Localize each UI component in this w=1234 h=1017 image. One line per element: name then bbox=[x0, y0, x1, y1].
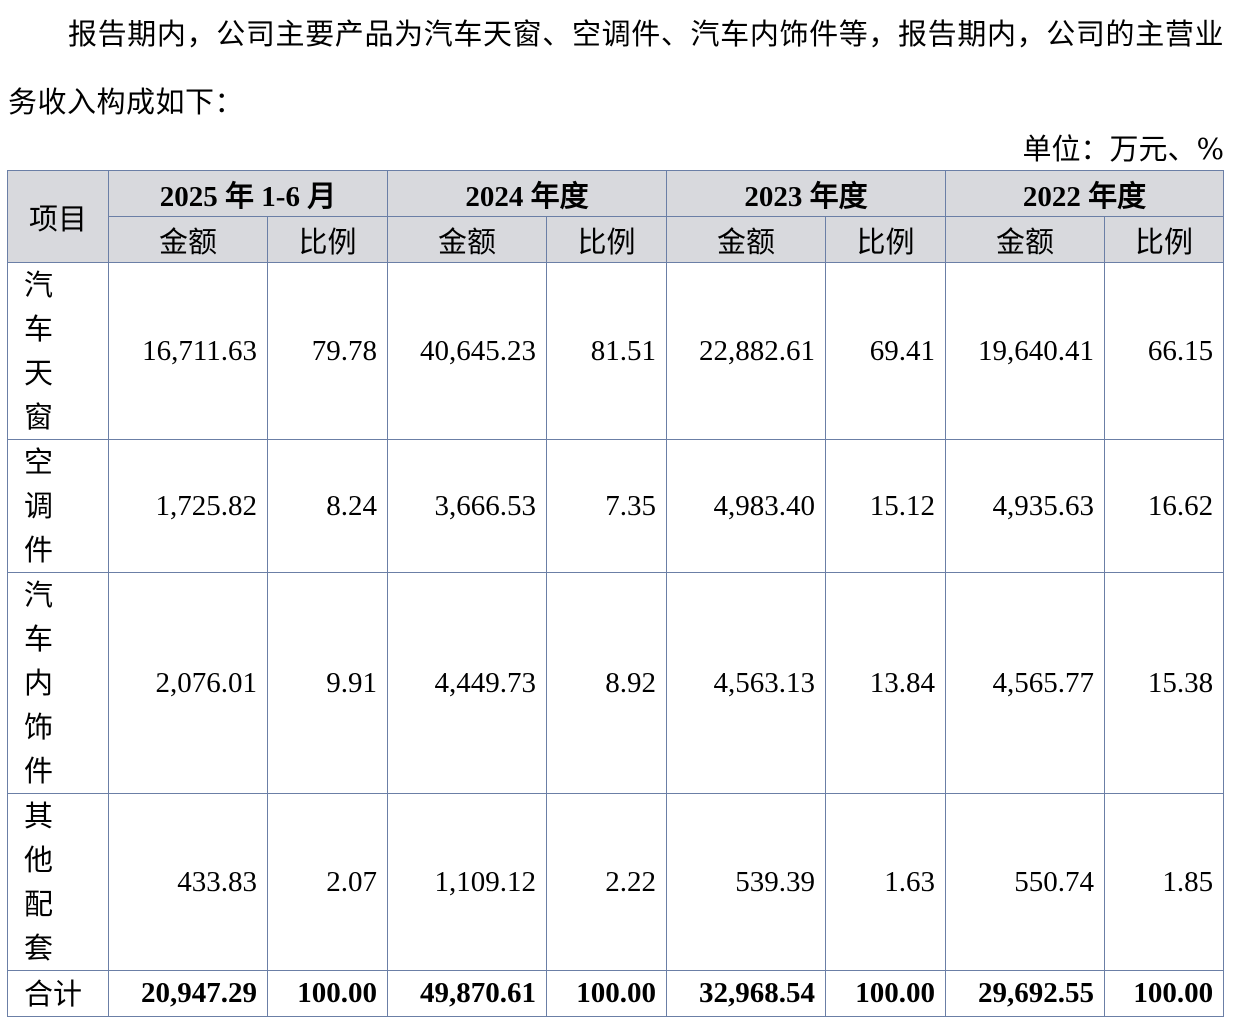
amount-cell: 4,563.13 bbox=[666, 572, 827, 794]
revenue-table: 项目 2025 年 1-6 月 2024 年度 2023 年度 2022 年度 … bbox=[7, 170, 1225, 1017]
amount-cell: 4,983.40 bbox=[666, 439, 827, 573]
ratio-header: 比例 bbox=[825, 216, 947, 263]
ratio-cell: 15.38 bbox=[1104, 572, 1225, 794]
amount-cell: 19,640.41 bbox=[945, 262, 1106, 440]
table-row: 汽车天窗 16,711.63 79.78 40,645.23 81.51 22,… bbox=[7, 262, 1225, 440]
total-ratio-cell: 100.00 bbox=[1104, 970, 1225, 1017]
total-ratio-cell: 100.00 bbox=[266, 970, 389, 1017]
amount-cell: 1,109.12 bbox=[387, 793, 548, 971]
amount-header: 金额 bbox=[945, 216, 1106, 263]
ratio-cell: 1.85 bbox=[1104, 793, 1225, 971]
amount-cell: 4,935.63 bbox=[945, 439, 1106, 573]
table-row: 其他配套 433.83 2.07 1,109.12 2.22 539.39 1.… bbox=[7, 793, 1225, 971]
row-label: 其他配套 bbox=[7, 793, 109, 971]
ratio-cell: 16.62 bbox=[1104, 439, 1225, 573]
ratio-cell: 69.41 bbox=[825, 262, 947, 440]
amount-cell: 2,076.01 bbox=[108, 572, 268, 794]
ratio-cell: 81.51 bbox=[546, 262, 668, 440]
total-amount-cell: 29,692.55 bbox=[945, 970, 1106, 1017]
ratio-header: 比例 bbox=[266, 216, 389, 263]
amount-header: 金额 bbox=[387, 216, 548, 263]
total-ratio-cell: 100.00 bbox=[546, 970, 668, 1017]
ratio-cell: 1.63 bbox=[825, 793, 947, 971]
ratio-cell: 2.07 bbox=[266, 793, 389, 971]
total-amount-cell: 32,968.54 bbox=[666, 970, 827, 1017]
amount-cell: 3,666.53 bbox=[387, 439, 548, 573]
header-row-periods: 项目 2025 年 1-6 月 2024 年度 2023 年度 2022 年度 bbox=[7, 170, 1225, 263]
amount-cell: 550.74 bbox=[945, 793, 1106, 971]
total-amount-cell: 49,870.61 bbox=[387, 970, 548, 1017]
period-header: 2024 年度 bbox=[387, 170, 668, 217]
amount-header: 金额 bbox=[108, 216, 268, 263]
header-row-subs: 金额 比例 金额 比例 金额 比例 金额 比例 bbox=[8, 216, 1225, 263]
item-header: 项目 bbox=[7, 170, 109, 263]
amount-cell: 16,711.63 bbox=[108, 262, 268, 440]
amount-cell: 4,565.77 bbox=[945, 572, 1106, 794]
ratio-cell: 79.78 bbox=[266, 262, 389, 440]
ratio-cell: 8.24 bbox=[266, 439, 389, 573]
period-header: 2022 年度 bbox=[945, 170, 1225, 217]
total-ratio-cell: 100.00 bbox=[825, 970, 947, 1017]
amount-cell: 1,725.82 bbox=[108, 439, 268, 573]
total-row: 合计 20,947.29 100.00 49,870.61 100.00 32,… bbox=[7, 970, 1225, 1017]
ratio-cell: 2.22 bbox=[546, 793, 668, 971]
ratio-cell: 8.92 bbox=[546, 572, 668, 794]
intro-paragraph: 报告期内，公司主要产品为汽车天窗、空调件、汽车内饰件等，报告期内，公司的主营业务… bbox=[8, 17, 1224, 119]
row-label: 汽车天窗 bbox=[7, 262, 109, 440]
amount-cell: 40,645.23 bbox=[387, 262, 548, 440]
ratio-cell: 9.91 bbox=[266, 572, 389, 794]
table-row: 空调件 1,725.82 8.24 3,666.53 7.35 4,983.40… bbox=[7, 439, 1225, 573]
table-row: 汽车内饰件 2,076.01 9.91 4,449.73 8.92 4,563.… bbox=[7, 572, 1225, 794]
row-label: 汽车内饰件 bbox=[7, 572, 109, 794]
total-label: 合计 bbox=[7, 970, 109, 1017]
ratio-cell: 66.15 bbox=[1104, 262, 1225, 440]
amount-cell: 22,882.61 bbox=[666, 262, 827, 440]
ratio-cell: 15.12 bbox=[825, 439, 947, 573]
ratio-header: 比例 bbox=[1104, 216, 1225, 263]
amount-header: 金额 bbox=[666, 216, 827, 263]
row-label: 空调件 bbox=[7, 439, 109, 573]
period-header: 2025 年 1-6 月 bbox=[107, 170, 389, 217]
ratio-header: 比例 bbox=[546, 216, 668, 263]
ratio-cell: 7.35 bbox=[546, 439, 668, 573]
amount-cell: 539.39 bbox=[666, 793, 827, 971]
amount-cell: 433.83 bbox=[108, 793, 268, 971]
ratio-cell: 13.84 bbox=[825, 572, 947, 794]
amount-cell: 4,449.73 bbox=[387, 572, 548, 794]
total-amount-cell: 20,947.29 bbox=[108, 970, 268, 1017]
period-header: 2023 年度 bbox=[666, 170, 947, 217]
unit-label: 单位：万元、% bbox=[1022, 132, 1224, 166]
